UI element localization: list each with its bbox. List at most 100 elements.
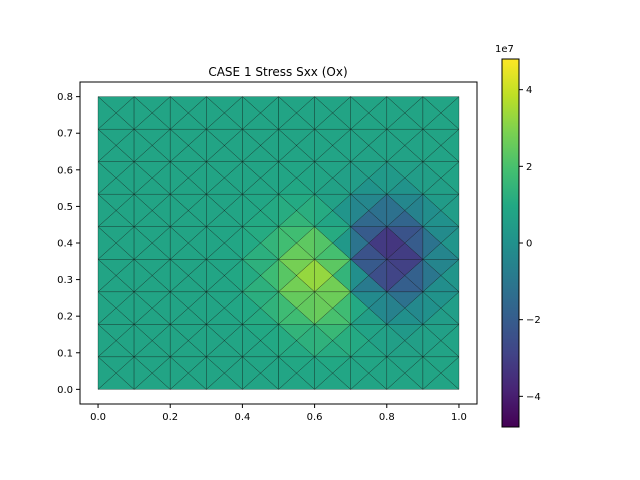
colorbar-tick-label: 4: [526, 85, 532, 96]
mesh-element: [314, 96, 333, 130]
y-axis: 0.0 0.1 0.2 0.3 0.4 0.5 0.6 0.7 0.8: [57, 92, 80, 396]
mesh-element: [278, 291, 297, 325]
y-tick-label: 0.7: [57, 129, 73, 140]
mesh-element: [350, 193, 369, 228]
mesh-element: [133, 96, 153, 130]
y-tick-label: 0.3: [57, 275, 73, 286]
mesh-element: [97, 291, 117, 325]
mesh-element: [97, 193, 117, 228]
mesh-element: [278, 161, 297, 195]
colorbar: 1e7 −4 −2 0 2 4: [495, 44, 541, 428]
y-tick-label: 0.0: [57, 385, 73, 396]
mesh-element: [422, 96, 442, 130]
mesh-element: [133, 356, 153, 390]
mesh-element: [386, 96, 406, 130]
chart-title: CASE 1 Stress Sxx (Ox): [208, 65, 347, 79]
mesh-element: [169, 323, 189, 358]
mesh-element: [133, 161, 153, 195]
x-axis: 0.0 0.2 0.4 0.6 0.8 1.0: [90, 404, 467, 423]
mesh-element: [350, 161, 369, 195]
mesh-element: [242, 356, 261, 390]
mesh-element: [169, 258, 189, 293]
colorbar-tick-label: −2: [526, 315, 541, 326]
mesh-element: [350, 128, 369, 163]
mesh-element: [386, 356, 406, 390]
mesh-element: [314, 226, 333, 260]
y-tick-label: 0.4: [57, 239, 73, 250]
y-tick-label: 0.2: [57, 312, 73, 323]
y-tick-label: 0.1: [57, 348, 73, 359]
mesh-element: [278, 128, 297, 163]
mesh-element: [242, 193, 261, 228]
mesh-element: [386, 258, 406, 293]
mesh-element: [97, 226, 117, 260]
mesh-element: [169, 226, 189, 260]
mesh-element: [242, 161, 261, 195]
mesh-element: [386, 226, 406, 260]
mesh-element: [314, 258, 333, 293]
mesh-element: [278, 323, 297, 358]
mesh-element: [242, 226, 261, 260]
colorbar-tick-label: 2: [526, 162, 532, 173]
x-tick-label: 0.4: [234, 412, 250, 423]
mesh-element: [97, 128, 117, 163]
mesh-element: [350, 226, 369, 260]
mesh-element: [206, 161, 225, 195]
mesh-element: [422, 356, 442, 390]
x-tick-label: 0.0: [90, 412, 106, 423]
mesh-element: [350, 258, 369, 293]
mesh-element: [97, 161, 117, 195]
mesh-element: [278, 258, 297, 293]
mesh-element: [350, 323, 369, 358]
mesh-element: [97, 356, 117, 390]
mesh-element: [422, 258, 442, 293]
mesh-element: [133, 291, 153, 325]
colorbar-tick-label: −4: [526, 392, 541, 403]
mesh-element: [169, 161, 189, 195]
mesh-element: [278, 356, 297, 390]
colorbar-multiplier: 1e7: [495, 44, 514, 55]
mesh-element: [314, 323, 333, 358]
colorbar-tick-label: 0: [526, 239, 532, 250]
mesh-element: [314, 291, 333, 325]
y-tick-label: 0.5: [57, 202, 73, 213]
mesh-element: [278, 226, 297, 260]
mesh-element: [314, 128, 333, 163]
mesh-element: [422, 128, 442, 163]
mesh-element: [169, 193, 189, 228]
mesh-element: [206, 323, 225, 358]
mesh-element: [97, 96, 117, 130]
y-tick-label: 0.6: [57, 165, 73, 176]
mesh-element: [386, 291, 406, 325]
mesh-element: [386, 193, 406, 228]
stress-mesh: [97, 96, 460, 390]
x-tick-label: 1.0: [451, 412, 467, 423]
mesh-element: [242, 323, 261, 358]
mesh-element: [206, 226, 225, 260]
mesh-element: [314, 193, 333, 228]
x-tick-label: 0.6: [307, 412, 323, 423]
mesh-element: [206, 356, 225, 390]
mesh-element: [386, 128, 406, 163]
mesh-element: [242, 96, 261, 130]
mesh-element: [206, 193, 225, 228]
mesh-element: [350, 96, 369, 130]
mesh-element: [386, 323, 406, 358]
colorbar-ticks: −4 −2 0 2 4: [519, 85, 541, 403]
mesh-element: [278, 193, 297, 228]
mesh-element: [350, 291, 369, 325]
colorbar-gradient: [501, 58, 520, 428]
mesh-element: [133, 258, 153, 293]
mesh-element: [206, 96, 225, 130]
mesh-element: [97, 258, 117, 293]
mesh-element: [133, 128, 153, 163]
mesh-element: [422, 291, 442, 325]
mesh-element: [133, 226, 153, 260]
mesh-element: [422, 161, 442, 195]
mesh-element: [242, 258, 261, 293]
mesh-element: [242, 128, 261, 163]
x-tick-label: 0.8: [379, 412, 395, 423]
mesh-element: [422, 323, 442, 358]
mesh-element: [242, 291, 261, 325]
